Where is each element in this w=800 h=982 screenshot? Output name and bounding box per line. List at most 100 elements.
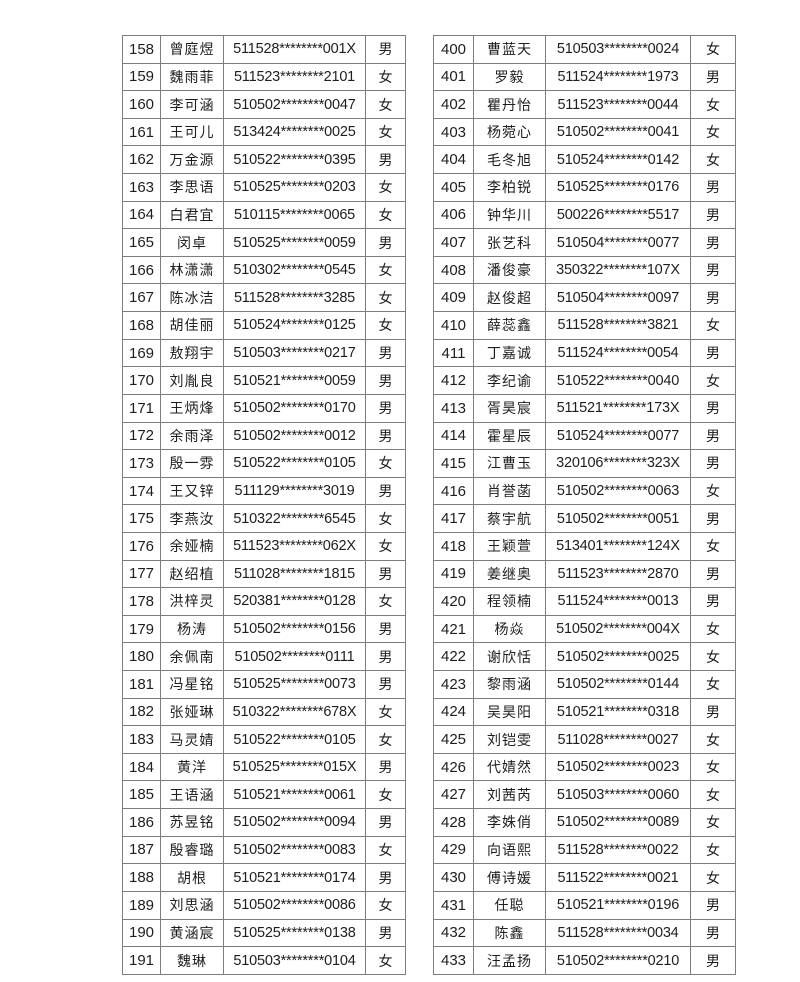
row-number-cell: 190 <box>122 918 161 948</box>
student-name-cell: 黎雨涵 <box>473 670 546 699</box>
student-name-cell: 洪梓灵 <box>160 587 224 616</box>
masked-id-cell: 500226********5517 <box>545 200 691 230</box>
gender-cell: 男 <box>365 366 406 395</box>
student-name-cell: 刘茜芮 <box>473 780 546 810</box>
gender-cell: 男 <box>690 559 736 589</box>
row-number-cell: 417 <box>433 504 474 533</box>
row-number-cell: 401 <box>433 62 474 92</box>
row-number-cell: 407 <box>433 228 474 257</box>
table-row: 160 李可涵 510502********0047 女 <box>122 90 406 119</box>
masked-id-cell: 510322********6545 <box>223 504 366 533</box>
table-row: 168 胡佳丽 510524********0125 女 <box>122 311 406 340</box>
row-number-cell: 173 <box>122 449 161 478</box>
table-row: 158 曾庭煜 511528********001X 男 <box>122 35 406 64</box>
row-number-cell: 422 <box>433 642 474 672</box>
student-name-cell: 魏雨菲 <box>160 62 224 92</box>
table-row: 171 王炳烽 510502********0170 男 <box>122 393 406 423</box>
student-name-cell: 汪孟扬 <box>473 946 546 975</box>
table-row: 415 江曹玉 320106********323X 男 <box>433 449 736 478</box>
masked-id-cell: 511521********173X <box>545 393 691 423</box>
table-row: 422 谢欣恬 510502********0025 女 <box>433 642 736 672</box>
gender-cell: 女 <box>365 504 406 533</box>
row-number-cell: 411 <box>433 338 474 368</box>
gender-cell: 女 <box>690 366 736 395</box>
student-name-cell: 李柏锐 <box>473 173 546 202</box>
student-name-cell: 殷睿璐 <box>160 835 224 865</box>
student-name-cell: 傅诗媛 <box>473 863 546 892</box>
gender-cell: 女 <box>690 725 736 754</box>
table-row: 176 余娅楠 511523********062X 女 <box>122 531 406 561</box>
masked-id-cell: 510502********0047 <box>223 90 366 119</box>
row-number-cell: 185 <box>122 780 161 810</box>
row-number-cell: 181 <box>122 670 161 699</box>
table-row: 426 代婧然 510502********0023 女 <box>433 752 736 782</box>
student-name-cell: 闵卓 <box>160 228 224 257</box>
student-name-cell: 敖翔宇 <box>160 338 224 368</box>
masked-id-cell: 510503********0217 <box>223 338 366 368</box>
gender-cell: 女 <box>690 145 736 175</box>
gender-cell: 女 <box>365 946 406 975</box>
gender-cell: 女 <box>690 476 736 506</box>
student-name-cell: 刘思涵 <box>160 890 224 920</box>
row-number-cell: 405 <box>433 173 474 202</box>
student-name-cell: 林潇潇 <box>160 255 224 285</box>
table-row: 191 魏琳 510503********0104 女 <box>122 946 406 975</box>
table-row: 162 万金源 510522********0395 男 <box>122 145 406 175</box>
student-name-cell: 杨焱 <box>473 614 546 644</box>
table-row: 173 殷一雰 510522********0105 女 <box>122 449 406 478</box>
student-name-cell: 刘胤良 <box>160 366 224 395</box>
student-name-cell: 曹蓝天 <box>473 35 546 64</box>
gender-cell: 女 <box>365 890 406 920</box>
row-number-cell: 167 <box>122 283 161 313</box>
gender-cell: 女 <box>365 449 406 478</box>
gender-cell: 女 <box>690 614 736 644</box>
student-name-cell: 薛蕊鑫 <box>473 311 546 340</box>
masked-id-cell: 510525********015X <box>223 752 366 782</box>
row-number-cell: 433 <box>433 946 474 975</box>
row-number-cell: 432 <box>433 918 474 948</box>
masked-id-cell: 510522********0105 <box>223 449 366 478</box>
gender-cell: 女 <box>690 531 736 561</box>
masked-id-cell: 511528********0022 <box>545 835 691 865</box>
masked-id-cell: 350322********107X <box>545 255 691 285</box>
table-row: 180 余佩南 510502********0111 男 <box>122 642 406 672</box>
table-row: 406 钟华川 500226********5517 男 <box>433 200 736 230</box>
student-name-cell: 霍星辰 <box>473 421 546 451</box>
masked-id-cell: 511129********3019 <box>223 476 366 506</box>
gender-cell: 男 <box>365 752 406 782</box>
row-number-cell: 406 <box>433 200 474 230</box>
gender-cell: 女 <box>690 752 736 782</box>
masked-id-cell: 510524********0142 <box>545 145 691 175</box>
row-number-cell: 187 <box>122 835 161 865</box>
row-number-cell: 170 <box>122 366 161 395</box>
table-row: 405 李柏锐 510525********0176 男 <box>433 173 736 202</box>
gender-cell: 男 <box>365 614 406 644</box>
roster-table-right: 400 曹蓝天 510503********0024 女 401 罗毅 511524****… <box>433 35 736 975</box>
student-name-cell: 蔡宇航 <box>473 504 546 533</box>
row-number-cell: 176 <box>122 531 161 561</box>
masked-id-cell: 511524********0054 <box>545 338 691 368</box>
table-row: 423 黎雨涵 510502********0144 女 <box>433 670 736 699</box>
masked-id-cell: 510525********0138 <box>223 918 366 948</box>
row-number-cell: 403 <box>433 117 474 147</box>
masked-id-cell: 510502********0144 <box>545 670 691 699</box>
table-row: 427 刘茜芮 510503********0060 女 <box>433 780 736 810</box>
masked-id-cell: 510502********0086 <box>223 890 366 920</box>
student-name-cell: 刘铠雯 <box>473 725 546 754</box>
masked-id-cell: 510525********0059 <box>223 228 366 257</box>
gender-cell: 女 <box>365 117 406 147</box>
student-name-cell: 李可涵 <box>160 90 224 119</box>
gender-cell: 女 <box>690 311 736 340</box>
masked-id-cell: 511528********3285 <box>223 283 366 313</box>
student-name-cell: 殷一雰 <box>160 449 224 478</box>
table-row: 185 王语涵 510521********0061 女 <box>122 780 406 810</box>
gender-cell: 男 <box>690 228 736 257</box>
gender-cell: 男 <box>690 338 736 368</box>
masked-id-cell: 513401********124X <box>545 531 691 561</box>
masked-id-cell: 511523********2101 <box>223 62 366 92</box>
row-number-cell: 160 <box>122 90 161 119</box>
row-number-cell: 424 <box>433 697 474 727</box>
student-name-cell: 向语熙 <box>473 835 546 865</box>
gender-cell: 女 <box>365 62 406 92</box>
masked-id-cell: 510521********0174 <box>223 863 366 892</box>
